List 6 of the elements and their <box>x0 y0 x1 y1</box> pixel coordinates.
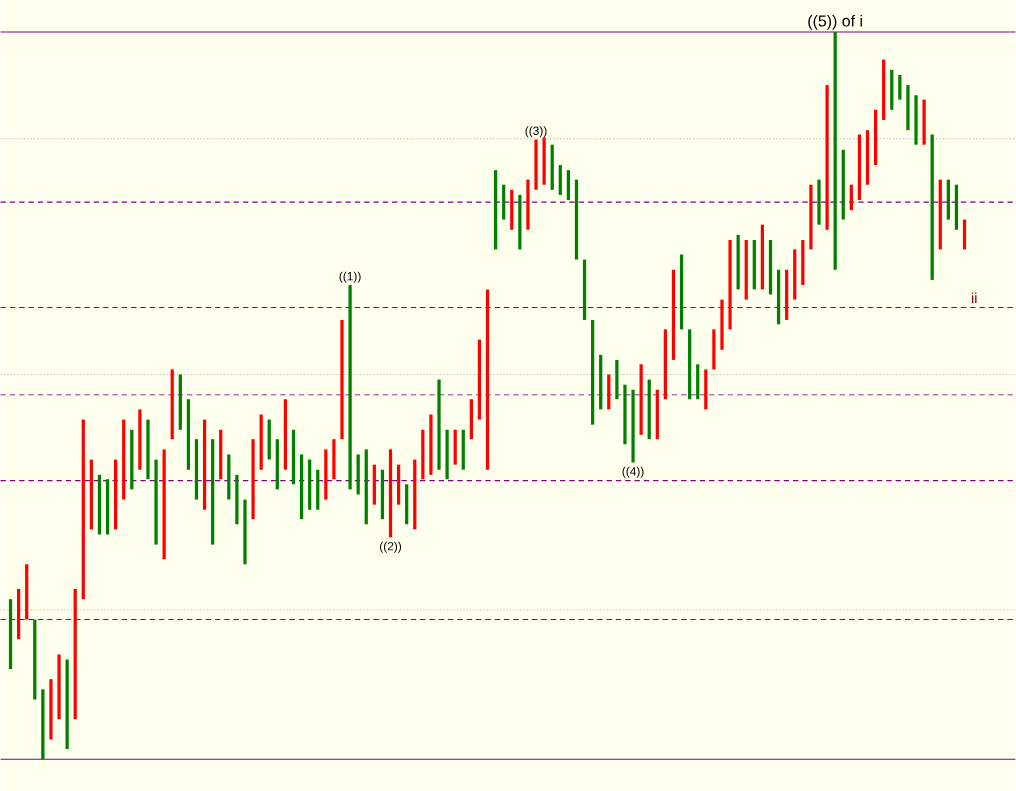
annotation: ((5)) of i <box>808 14 862 30</box>
annotation: ((1)) <box>339 271 361 283</box>
annotation: ((4)) <box>622 466 644 478</box>
annotation: ((3)) <box>525 126 547 138</box>
text: ii <box>971 292 977 303</box>
annotation: ((2)) <box>379 541 402 553</box>
